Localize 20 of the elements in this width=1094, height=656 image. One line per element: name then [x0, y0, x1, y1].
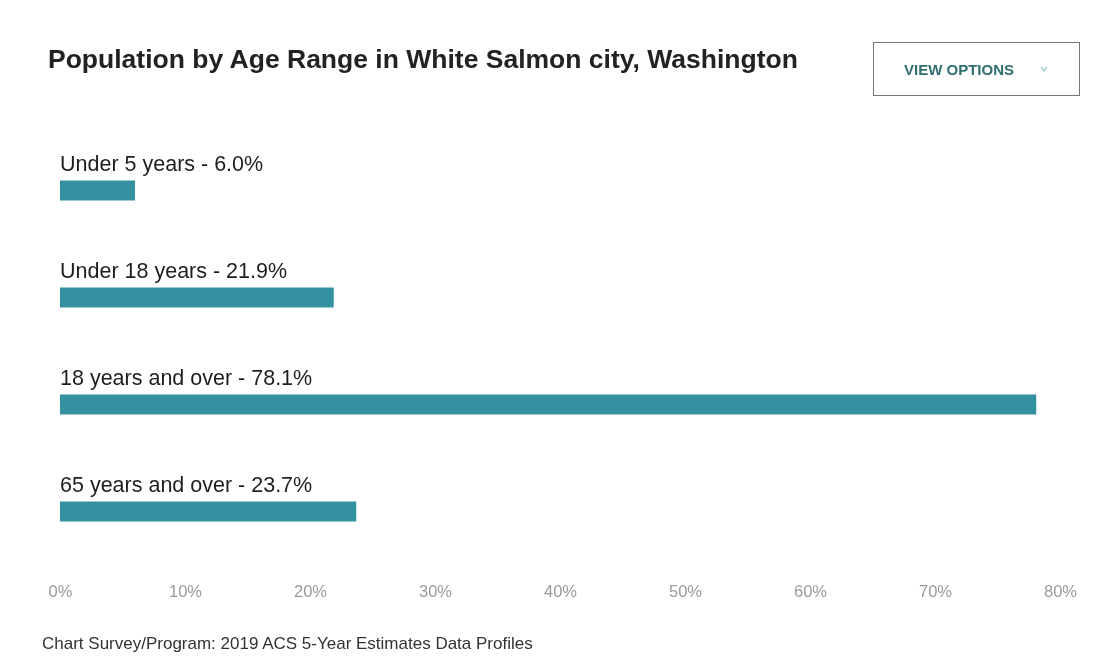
- y-tick-label: Under 18 years - 21.9%: [60, 258, 288, 283]
- y-tick-label: 18 years and over - 78.1%: [60, 365, 313, 390]
- view-options-button: VIEW OPTIONS: [873, 42, 1080, 96]
- x-tick-label: 20%: [293, 581, 328, 600]
- x-tick-label: 80%: [1043, 581, 1078, 600]
- bar: [60, 394, 1037, 415]
- x-tick-label: 10%: [168, 581, 203, 600]
- x-tick-label: 70%: [918, 581, 953, 600]
- x-tick-label: 0%: [48, 581, 73, 600]
- x-tick-label: 30%: [418, 581, 453, 600]
- chart-title: Population by Age Range in White Salmon city, Washington: [48, 43, 798, 74]
- bar: [60, 287, 334, 308]
- text: Chart Survey/Program: 2019 ACS 5-Year Estimates Data Profiles: [42, 634, 533, 654]
- x-tick-label: 40%: [543, 581, 578, 600]
- bar: [60, 501, 357, 522]
- y-tick-label: Under 5 years - 6.0%: [60, 151, 264, 176]
- bar: [60, 180, 135, 201]
- x-tick-label: 50%: [668, 581, 703, 600]
- y-tick-label: 65 years and over - 23.7%: [60, 472, 313, 497]
- x-tick-label: 60%: [793, 581, 828, 600]
